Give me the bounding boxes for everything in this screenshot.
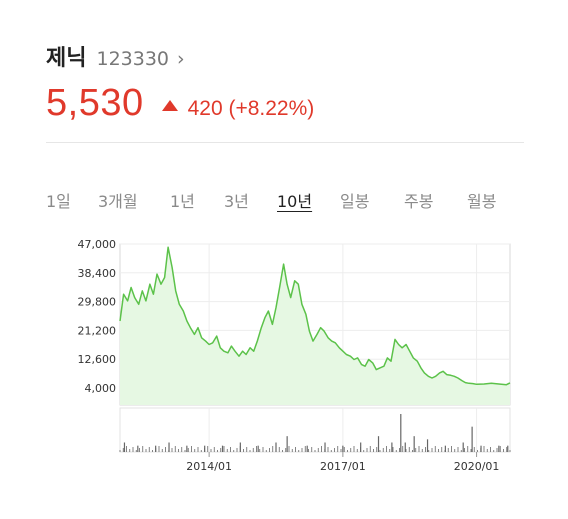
y-tick-label: 29,800: [78, 296, 117, 309]
stock-name[interactable]: 제닉: [46, 46, 87, 71]
tab-daily[interactable]: 일봉: [340, 192, 370, 211]
up-triangle-icon: [161, 100, 178, 111]
y-tick-label: 4,000: [85, 382, 117, 395]
price-change: 420 (+8.22%): [187, 97, 315, 120]
tab-1day[interactable]: 1일: [46, 192, 71, 211]
tab-monthly[interactable]: 월봉: [467, 192, 497, 211]
y-tick-label: 47,000: [78, 238, 117, 251]
period-tabs: 1일 3개월 1년 3년 10년 일봉 주봉 월봉: [46, 188, 516, 214]
tab-10year[interactable]: 10년: [277, 192, 313, 211]
tab-3month[interactable]: 3개월: [98, 192, 138, 211]
y-tick-label: 21,200: [78, 324, 117, 337]
chevron-right-icon[interactable]: ›: [177, 48, 185, 70]
volume-frame: [119, 407, 511, 453]
tab-3year[interactable]: 3년: [224, 192, 249, 211]
tab-weekly[interactable]: 주봉: [404, 192, 434, 211]
tab-1year[interactable]: 1년: [170, 192, 195, 211]
y-tick-label: 38,400: [78, 267, 117, 280]
stock-header: 제닉 123330 › 5,530 420 (+8.22%): [46, 40, 526, 125]
x-tick-label: 2014/01: [186, 460, 232, 473]
price-chart[interactable]: 47,000 38,400 29,800 21,200 12,600 4,000 2014/…: [0, 230, 568, 480]
header-divider: [46, 142, 524, 143]
current-price: 5,530: [46, 82, 144, 124]
y-tick-label: 12,600: [78, 353, 117, 366]
stock-code: 123330: [96, 48, 170, 70]
x-tick-label: 2017/01: [320, 460, 366, 473]
price-row: 5,530 420 (+8.22%): [46, 82, 526, 125]
price-series-line: [119, 246, 511, 386]
stock-name-row[interactable]: 제닉 123330 ›: [46, 40, 526, 72]
x-tick-label: 2020/01: [454, 460, 500, 473]
price-area-fill: [120, 247, 510, 405]
